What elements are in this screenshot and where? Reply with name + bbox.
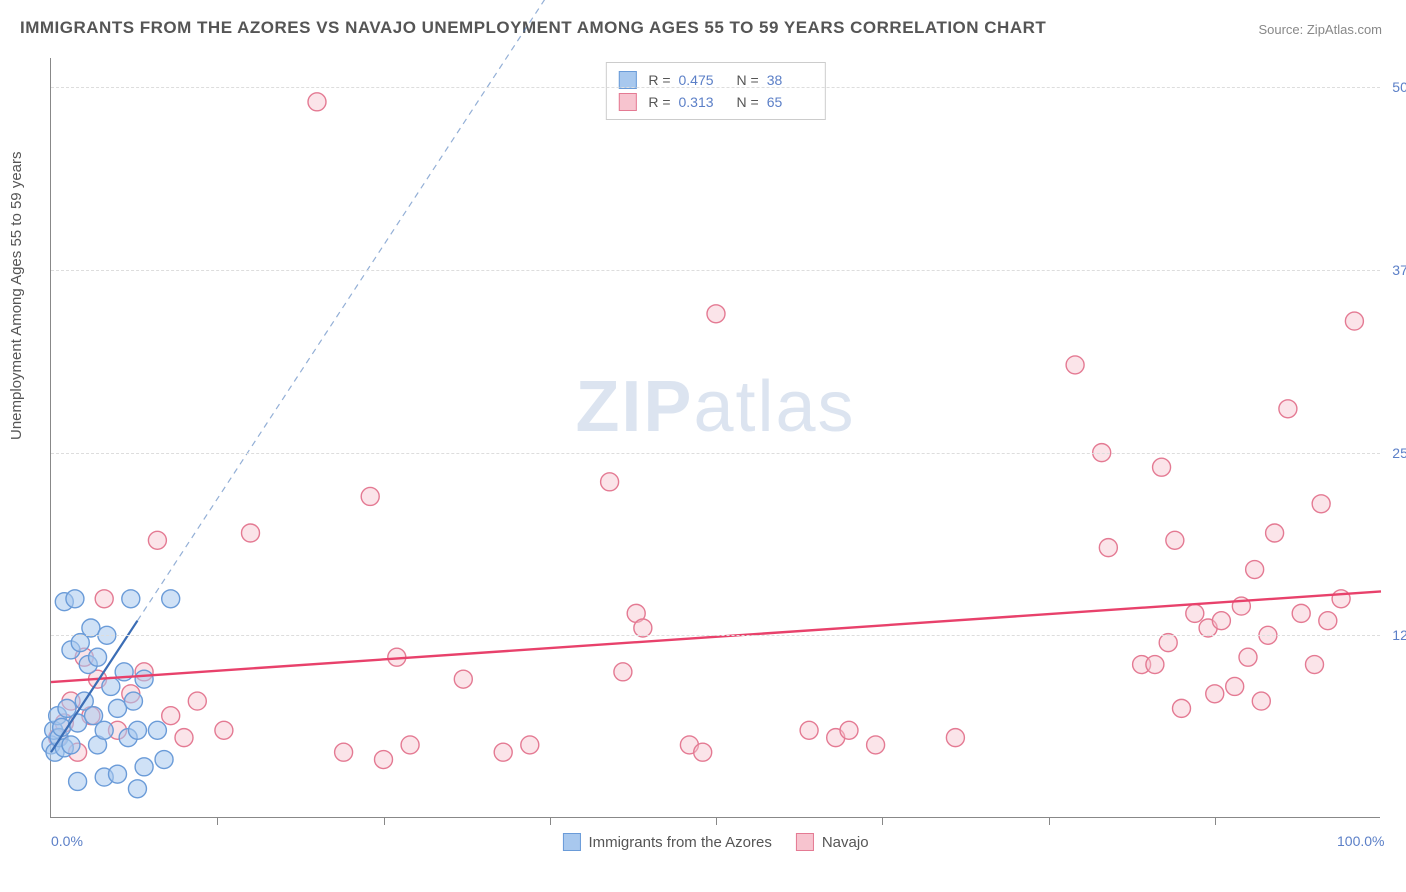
x-tick (1215, 817, 1216, 825)
legend-item-navajo: Navajo (796, 833, 869, 851)
trend-line-navajo (51, 591, 1381, 682)
data-point (375, 751, 393, 769)
data-point (148, 531, 166, 549)
data-point (1166, 531, 1184, 549)
y-tick-label: 50.0% (1392, 79, 1406, 95)
data-point (946, 729, 964, 747)
data-point (122, 590, 140, 608)
data-point (800, 721, 818, 739)
data-point (135, 758, 153, 776)
x-tick-label: 0.0% (51, 833, 83, 849)
gridline (51, 87, 1380, 88)
x-tick-label: 100.0% (1337, 833, 1384, 849)
data-point (1252, 692, 1270, 710)
data-point (1246, 561, 1264, 579)
gridline (51, 453, 1380, 454)
data-point (82, 619, 100, 637)
data-point (335, 743, 353, 761)
source-attribution: Source: ZipAtlas.com (1258, 22, 1382, 37)
data-point (188, 692, 206, 710)
swatch-azores-icon (562, 833, 580, 851)
data-point (175, 729, 193, 747)
data-point (614, 663, 632, 681)
data-point (162, 590, 180, 608)
data-point (109, 699, 127, 717)
data-point (1312, 495, 1330, 513)
data-point (867, 736, 885, 754)
legend-label-azores: Immigrants from the Azores (588, 834, 771, 851)
data-point (124, 692, 142, 710)
data-point (1226, 677, 1244, 695)
data-point (162, 707, 180, 725)
x-tick (882, 817, 883, 825)
data-point (215, 721, 233, 739)
legend-label-navajo: Navajo (822, 834, 869, 851)
data-point (634, 619, 652, 637)
legend-item-azores: Immigrants from the Azores (562, 833, 771, 851)
data-point (89, 648, 107, 666)
data-point (707, 305, 725, 323)
data-point (109, 765, 127, 783)
data-point (1173, 699, 1191, 717)
data-point (1239, 648, 1257, 666)
data-point (1099, 539, 1117, 557)
data-point (1319, 612, 1337, 630)
gridline (51, 270, 1380, 271)
y-axis-label: Unemployment Among Ages 55 to 59 years (8, 151, 25, 440)
data-point (308, 93, 326, 111)
data-point (1146, 656, 1164, 674)
data-point (1159, 634, 1177, 652)
data-point (1279, 400, 1297, 418)
data-point (454, 670, 472, 688)
data-point (135, 670, 153, 688)
data-point (401, 736, 419, 754)
y-tick-label: 25.0% (1392, 445, 1406, 461)
data-point (95, 590, 113, 608)
x-tick (217, 817, 218, 825)
data-point (155, 751, 173, 769)
gridline (51, 635, 1380, 636)
y-tick-label: 37.5% (1392, 262, 1406, 278)
data-point (601, 473, 619, 491)
data-point (128, 721, 146, 739)
data-point (1332, 590, 1350, 608)
x-tick (716, 817, 717, 825)
data-point (1153, 458, 1171, 476)
data-point (694, 743, 712, 761)
data-point (1306, 656, 1324, 674)
scatter-chart-svg (51, 58, 1380, 817)
x-tick (384, 817, 385, 825)
data-point (69, 772, 87, 790)
data-point (1212, 612, 1230, 630)
data-point (1066, 356, 1084, 374)
data-point (102, 677, 120, 695)
y-tick-label: 12.5% (1392, 627, 1406, 643)
data-point (128, 780, 146, 798)
data-point (66, 590, 84, 608)
data-point (148, 721, 166, 739)
data-point (840, 721, 858, 739)
data-point (242, 524, 260, 542)
data-point (1266, 524, 1284, 542)
plot-area: ZIPatlas R = 0.475 N = 38 R = 0.313 N = … (50, 58, 1380, 818)
data-point (1206, 685, 1224, 703)
data-point (1292, 604, 1310, 622)
data-point (494, 743, 512, 761)
x-tick (1049, 817, 1050, 825)
x-tick (550, 817, 551, 825)
swatch-navajo-icon (796, 833, 814, 851)
data-point (361, 487, 379, 505)
data-point (1345, 312, 1363, 330)
data-point (1186, 604, 1204, 622)
data-point (521, 736, 539, 754)
chart-title: IMMIGRANTS FROM THE AZORES VS NAVAJO UNE… (20, 18, 1046, 38)
series-legend: Immigrants from the Azores Navajo (562, 833, 868, 851)
trend-line-azores-extrapolated (137, 0, 583, 621)
data-point (95, 721, 113, 739)
data-point (62, 736, 80, 754)
